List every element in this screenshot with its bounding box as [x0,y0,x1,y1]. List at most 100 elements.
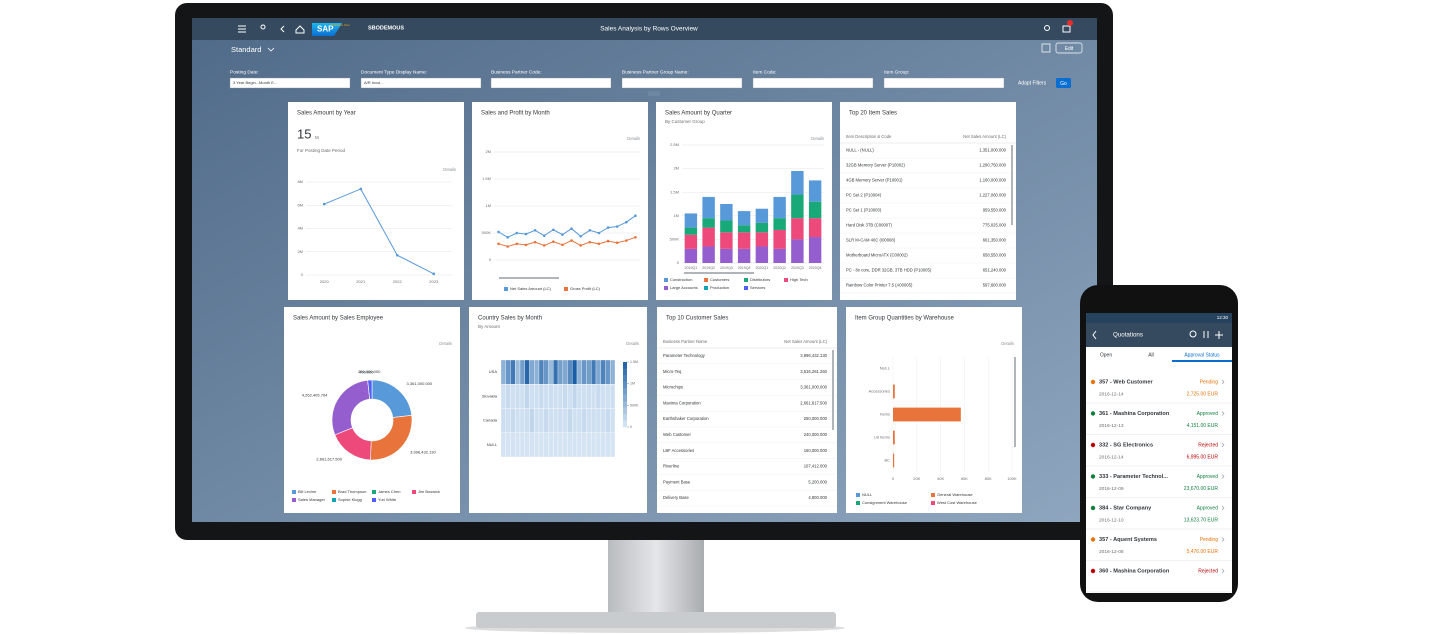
filter-input[interactable] [490,77,612,89]
edit-button[interactable] [1055,42,1083,54]
details-link[interactable]: Details [626,341,639,346]
list-item[interactable] [1086,530,1232,562]
card[interactable] [472,102,648,300]
phone-search[interactable] [1189,330,1197,338]
data-point [625,220,628,224]
card[interactable] [288,102,464,300]
filter-label: Business Partner Code: [491,69,542,75]
card[interactable] [840,102,1016,300]
search-icon[interactable] [1044,25,1050,31]
heat-cell [600,432,606,458]
cell: Riverline [663,464,680,469]
heat-cell [500,359,506,385]
item-title: 333 - Parameter Technol... [1099,474,1168,480]
details-link[interactable]: Details [439,341,452,346]
list-item[interactable] [1086,404,1232,436]
list-item[interactable] [1086,436,1232,467]
collapse-handle[interactable] [648,91,660,96]
user-icon[interactable] [260,24,266,30]
item-title: 360 - Mashina Corporation [1099,568,1170,574]
filter-input[interactable] [360,77,482,89]
filter-input[interactable] [621,77,743,89]
y-tick-label: 1M [673,213,679,218]
item-chevron [1221,442,1225,448]
data-point [322,202,326,206]
phone-tab[interactable]: Approval Status [1184,352,1220,358]
card-subtitle: By Amount [478,324,501,329]
phone-title: Quotations [1113,332,1143,339]
list-item[interactable] [1086,467,1232,499]
legend-swatch [664,278,668,282]
status-dot [1090,379,1096,385]
heat-cell [534,408,540,433]
bar [893,453,895,468]
cell: 1,351,000.000 [979,148,1006,153]
legend-swatch [744,286,748,290]
card[interactable] [656,102,832,300]
bar-segment [684,234,698,249]
notification-icon[interactable] [1062,25,1071,33]
legend-label: Jim Boswick [418,489,440,494]
details-link[interactable]: Details [443,167,456,172]
back-icon[interactable] [280,25,285,33]
phone-add[interactable] [1215,331,1223,339]
sap-logo [312,23,342,36]
cell: 250,000.000 [804,416,828,421]
filter-input[interactable] [229,77,351,89]
edit-label[interactable]: Edit [1065,46,1074,52]
home-icon[interactable] [295,25,305,34]
filter-label: Posting Date: [230,69,259,75]
line-series [324,188,434,275]
filter-input[interactable] [883,77,1005,89]
share-icon[interactable] [1041,43,1051,53]
details-link[interactable]: Details [1001,341,1014,346]
x-tick-label: 0 [892,476,895,481]
status-dot [1090,505,1096,511]
slice-label: 2,661,617.500 [316,456,342,461]
heat-cell [572,359,578,385]
details-link[interactable]: Details [811,136,824,141]
data-point [359,187,363,191]
item-date: 2016-12-14 [1099,454,1124,460]
phone-back[interactable] [1092,330,1097,340]
adapt-filters[interactable]: Adapt Filters [1018,80,1047,86]
menu-icon[interactable] [238,25,246,33]
details-link[interactable]: Details [627,136,640,141]
color-scale [623,401,627,408]
go-button[interactable] [1056,78,1071,88]
legend-label: General Warehouse [937,492,973,497]
legend-swatch [664,286,668,290]
list-item[interactable] [1086,373,1232,404]
heat-cell [610,408,616,433]
bar-segment [773,196,786,219]
variant[interactable]: Standard [231,45,261,54]
phone-tab[interactable]: All [1148,352,1154,358]
heat-cell [576,359,582,385]
bar-segment [720,248,733,263]
list-item[interactable] [1086,499,1232,530]
list-item[interactable] [1086,562,1232,593]
x-tick-label: 2022 [393,279,403,284]
variant-chevron[interactable] [267,47,275,52]
heat-cell [548,408,554,433]
heat-cell [557,432,563,458]
cell: Parameter Technology [663,353,706,358]
filter-input[interactable] [752,77,874,89]
card[interactable] [657,307,837,513]
go-label[interactable]: Go [1060,81,1067,87]
item-title: 361 - Mashina Corporation [1099,411,1170,417]
phone-sort[interactable] [1203,331,1209,338]
card-title: Sales and Profit by Month [481,111,550,117]
heat-cell [529,384,535,409]
slice-label: 250,000.000 [358,369,381,374]
cell: Hard Disk 3TB (C00007) [846,223,892,228]
bar-segment [702,227,715,247]
cell: 1,227,060.000 [979,193,1006,198]
y-tick-label: 4M [297,226,303,231]
heat-cell [562,384,568,409]
card[interactable] [284,307,460,513]
phone-tab[interactable]: Open [1100,352,1112,358]
cell: 32GB Memory Server (P10002) [846,163,905,168]
legend-label: West Cost Warehouse [937,500,978,505]
data-point [625,239,628,242]
